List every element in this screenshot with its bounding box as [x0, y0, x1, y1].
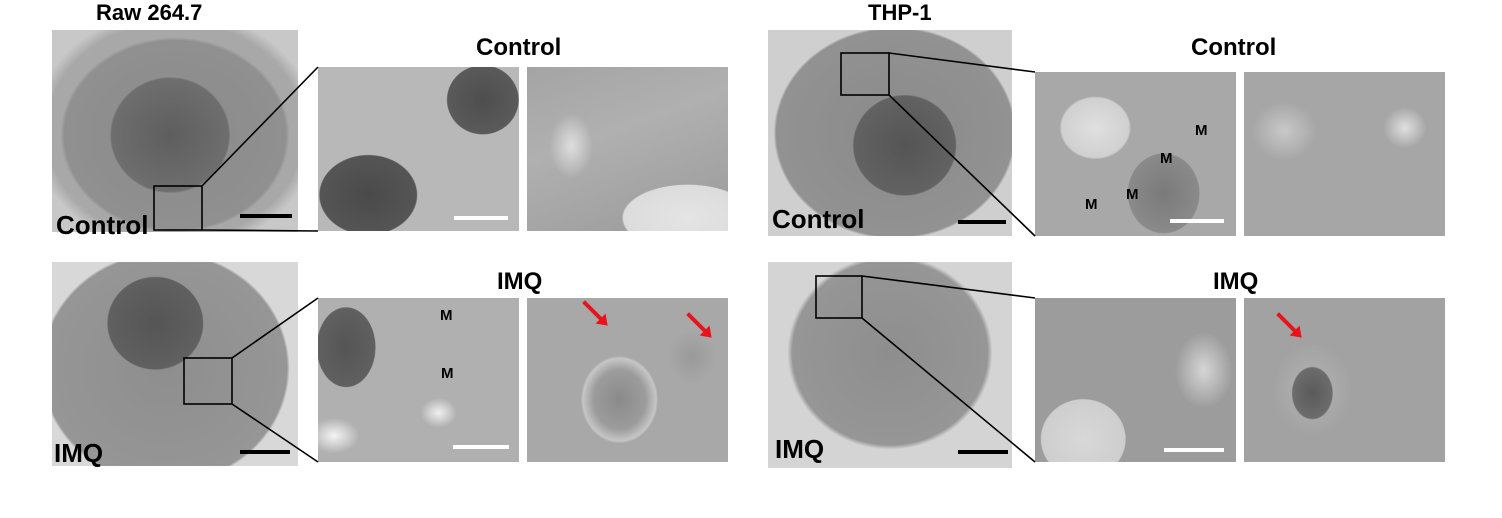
raw-imq-zoom-image-1 — [318, 298, 519, 462]
thp-control-label: Control — [772, 204, 865, 234]
thp-control-mito-mark-3: M — [1126, 186, 1139, 203]
thp-imq-zoom-scale-bar — [1164, 448, 1224, 452]
raw-control-scale-bar — [240, 214, 292, 218]
thp-control-scale-bar — [958, 220, 1006, 224]
raw-control-cell-image — [52, 30, 298, 232]
thp-imq-inset-box — [815, 275, 863, 319]
thp-imq-zoom-image-2 — [1244, 298, 1445, 462]
raw-control-zoom-image-2 — [527, 67, 728, 231]
raw-control-header: Control — [476, 34, 562, 61]
raw-control-label: Control — [56, 210, 149, 240]
raw-imq-label: IMQ — [54, 438, 104, 468]
thp-control-header: Control — [1191, 34, 1277, 61]
raw-imq-zoom-image-2 — [527, 298, 728, 462]
thp-imq-connector-bottom — [861, 317, 1036, 463]
raw-imq-scale-bar — [240, 450, 290, 454]
thp-imq-scale-bar — [958, 450, 1008, 454]
raw-imq-header: IMQ — [497, 268, 543, 295]
raw-imq-zoom-scale-bar — [453, 445, 509, 449]
raw-control-zoom-scale-bar — [454, 216, 508, 220]
raw-control-connector-bottom — [201, 229, 319, 232]
raw-control-zoom-image-1 — [318, 67, 519, 231]
raw-imq-inset-box — [183, 357, 233, 405]
thp-control-mito-mark-4: M — [1085, 196, 1098, 213]
raw-panel-title: Raw 264.7 — [96, 0, 203, 25]
thp-control-connector-bottom — [888, 94, 1036, 237]
thp-imq-zoom-image-1 — [1035, 298, 1236, 462]
raw-control-inset-box — [153, 185, 203, 231]
thp-control-zoom-image-1 — [1035, 72, 1236, 236]
raw-imq-connector-bottom — [231, 403, 319, 463]
raw-control-connector-top — [201, 66, 319, 187]
raw-imq-mito-mark-1: M — [440, 307, 453, 324]
raw-imq-mito-mark-2: M — [441, 365, 454, 382]
thp-panel-title: THP-1 — [868, 0, 932, 25]
thp-control-zoom-scale-bar — [1170, 219, 1224, 223]
thp-imq-cell-image — [768, 262, 1012, 468]
thp-control-zoom-image-2 — [1244, 72, 1445, 236]
thp-control-connector-top — [888, 52, 1036, 73]
thp-imq-label: IMQ — [775, 434, 825, 464]
thp-imq-connector-top — [861, 275, 1036, 299]
thp-imq-header: IMQ — [1213, 268, 1259, 295]
thp-control-mito-mark-2: M — [1160, 150, 1173, 167]
raw-imq-connector-top — [231, 297, 319, 359]
thp-control-mito-mark-1: M — [1195, 122, 1208, 139]
raw-imq-cell-image — [52, 262, 298, 466]
thp-control-inset-box — [840, 52, 890, 96]
